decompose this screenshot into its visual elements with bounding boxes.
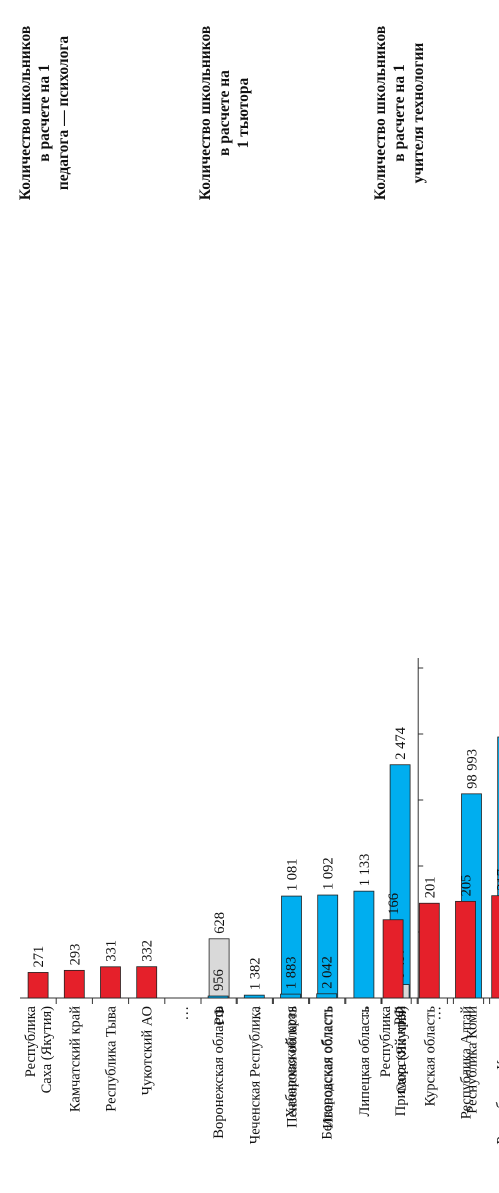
chart-title-line: Количество школьников xyxy=(17,26,34,200)
bar xyxy=(418,902,440,999)
category-label: РФ xyxy=(392,1006,408,1025)
category-label: РеспубликаСаха (Якутия) xyxy=(23,1005,55,1093)
bar xyxy=(382,919,404,999)
category-label: Курская область xyxy=(422,1006,438,1107)
value-label: 217 xyxy=(495,869,499,891)
chart-title: Количество школьников в расчете на 1 учите… xyxy=(372,26,427,200)
category-label: Приморский край xyxy=(393,1006,409,1117)
value-label: 2 042 xyxy=(320,956,336,989)
bar xyxy=(455,900,476,999)
category-label: Чукотский АО xyxy=(140,1006,156,1095)
category-label: Воронежская область xyxy=(211,1006,227,1139)
category-label: Республика Тыва xyxy=(104,1005,120,1111)
category-label: Ивановская область xyxy=(321,1006,337,1129)
bar xyxy=(316,993,338,999)
category-label-line: Республика xyxy=(378,1005,394,1077)
category-label: Республика Коми xyxy=(465,1006,481,1114)
value-label: 166 xyxy=(386,893,402,915)
value-label: 332 xyxy=(140,940,156,962)
category-label: РФ xyxy=(212,1006,228,1025)
category-label-line: Саха (Якутия) xyxy=(394,1006,410,1094)
bar xyxy=(353,890,375,999)
chart-title-line: педагога — психолога xyxy=(55,36,72,191)
chart-title-line: 1 тьютора xyxy=(235,77,252,148)
chart-title-line: в расчете на 1 xyxy=(391,64,408,161)
bar xyxy=(27,972,49,999)
chart-title: Количество школьников в расчете на 1 тьюто… xyxy=(197,26,252,200)
value-label: 331 xyxy=(104,940,120,962)
bar xyxy=(243,994,265,999)
value-label: 956 xyxy=(211,969,227,991)
bar xyxy=(491,895,499,999)
category-label: Пензенская область xyxy=(285,1006,301,1128)
value-label: 1 382 xyxy=(247,958,263,991)
category-label-line: Республика xyxy=(23,1005,39,1077)
bar xyxy=(207,995,229,999)
value-label: 628 xyxy=(212,912,228,934)
value-label: 2 474 xyxy=(393,726,409,759)
category-label: Липецкая область xyxy=(357,1006,373,1117)
value-label: 293 xyxy=(67,944,83,966)
category-label: Чеченская Республика xyxy=(247,1005,263,1144)
category-label: … xyxy=(356,1006,372,1021)
value-label: 1 883 xyxy=(284,956,300,989)
category-label: … xyxy=(428,1006,444,1021)
bar xyxy=(100,966,121,999)
category-label: Республика Калмыкия xyxy=(495,1006,499,1145)
value-label: 201 xyxy=(422,876,438,898)
category-label: Белгородская область xyxy=(320,1006,336,1140)
chart-title-line: учителя технологии xyxy=(410,43,427,184)
category-label: … xyxy=(248,1006,264,1021)
bar xyxy=(280,993,301,999)
category-label-line: Саха (Якутия) xyxy=(39,1006,55,1094)
category-label: Республика Алтай xyxy=(459,1006,475,1119)
category-label: Хабаровский края xyxy=(284,1006,300,1118)
chart-title-line: в расчете на 1 xyxy=(36,64,53,161)
chart-title: Количество школьников в расчете на 1 педаг… xyxy=(17,26,72,200)
bar xyxy=(136,966,158,999)
chart-title-line: Количество школьников xyxy=(372,26,389,200)
category-label: … xyxy=(176,1006,192,1021)
chart-title-line: в расчете на xyxy=(216,70,233,156)
bar xyxy=(63,969,85,999)
value-label: 1 133 xyxy=(357,854,373,887)
value-label: 1 092 xyxy=(321,857,337,890)
value-label: 271 xyxy=(31,946,47,968)
value-label: 98 993 xyxy=(465,749,481,789)
bar xyxy=(497,736,499,999)
category-label: РеспубликаСаха (Якутия) xyxy=(378,1005,410,1093)
category-label: Камчатский край xyxy=(67,1006,83,1112)
value-label: 1 081 xyxy=(285,858,301,891)
chart-title-line: Количество школьников xyxy=(197,26,214,200)
value-label: 205 xyxy=(459,875,475,897)
